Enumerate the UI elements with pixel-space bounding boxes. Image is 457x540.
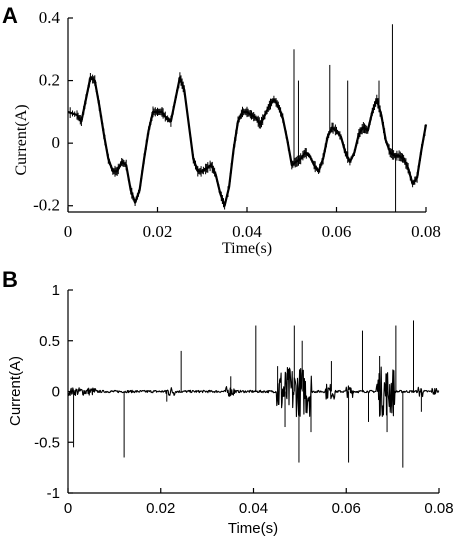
chart-a: 0 0.02 0.04 0.06 0.08-0.200.20.4 Current(A) … (13, 8, 441, 257)
chart-a-y-label: Current(A) (13, 104, 30, 175)
chart-b-y-tick-label: 0 (52, 384, 60, 401)
chart-b-x-tick-label: 0.04 (239, 500, 268, 517)
chart-b-series-line (67, 366, 440, 418)
chart-a-x-label: Time(s) (222, 240, 272, 257)
chart-a-y-tick-label: 0 (52, 133, 61, 152)
chart-a-y-tick-label: 0.2 (39, 71, 60, 90)
chart-a-y-tick-label: -0.2 (33, 196, 60, 215)
chart-b: 0 0.02 0.04 0.06 0.08-1-0.500.51 Current(A) … (7, 282, 454, 537)
chart-b-x-label: Time(s) (228, 520, 278, 537)
chart-b-y-tick-label: -0.5 (34, 434, 60, 451)
chart-a-x-tick-label: 0.08 (411, 222, 441, 241)
chart-a-y-tick-label: 0.4 (39, 8, 61, 27)
chart-a-x-tick-label: 0.04 (232, 222, 262, 241)
chart-b-y-label: Current(A) (7, 356, 24, 426)
chart-b-x-tick-label: 0.06 (332, 500, 361, 517)
chart-a-x-tick-label: 0.06 (322, 222, 352, 241)
chart-b-x-tick-label: 0.02 (146, 500, 175, 517)
chart-b-y-tick-label: 1 (52, 282, 60, 299)
chart-a-x-tick-label: 0.02 (143, 222, 173, 241)
panel-label-b: B (2, 267, 18, 292)
chart-b-y-tick-label: -1 (47, 485, 60, 502)
chart-b-x-tick-label: 0.08 (424, 500, 453, 517)
chart-b-x-tick-label: 0 (64, 500, 72, 517)
panel-label-a: A (2, 3, 18, 28)
chart-a-x-tick-label: 0 (64, 222, 73, 241)
chart-b-y-tick-label: 0.5 (39, 333, 60, 350)
chart-a-series-line (67, 76, 428, 207)
chart-a-series-noise (67, 72, 426, 210)
